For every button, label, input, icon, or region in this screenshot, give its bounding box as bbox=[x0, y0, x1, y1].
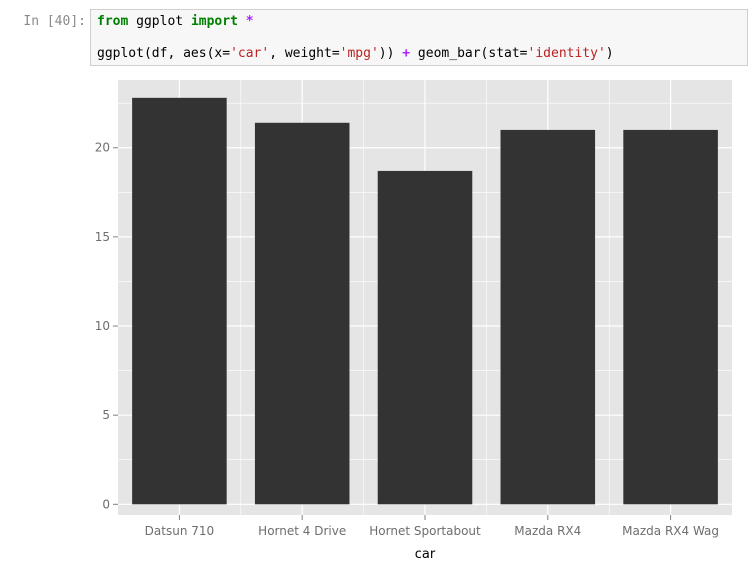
code-part-5: ) bbox=[605, 46, 614, 61]
x-tick-label: Mazda RX4 bbox=[514, 524, 581, 538]
code-input-cell[interactable]: from ggplot import * ggplot(df, aes(x='c… bbox=[90, 9, 748, 66]
y-tick-label: 5 bbox=[102, 408, 110, 422]
x-tick-label: Datsun 710 bbox=[145, 524, 214, 538]
code-line-2: ggplot(df, aes(x='car', weight='mpg')) +… bbox=[97, 46, 614, 61]
x-tick-label: Mazda RX4 Wag bbox=[622, 524, 719, 538]
wildcard-operator: * bbox=[245, 14, 254, 29]
keyword-from: from bbox=[97, 14, 129, 29]
cell-prompt: In [40]: bbox=[23, 14, 86, 29]
y-tick-label: 15 bbox=[95, 230, 110, 244]
bar-chart: 0 5 10 15 20 Datsun 710 Hornet 4 Drive Hornet … bbox=[95, 80, 732, 562]
code-part-3: )) bbox=[378, 46, 403, 61]
code-space bbox=[238, 14, 246, 29]
bar bbox=[377, 170, 473, 505]
x-tick-label: Hornet Sportabout bbox=[369, 524, 481, 538]
bar bbox=[132, 97, 227, 505]
code-part-2: , weight= bbox=[269, 46, 340, 61]
x-axis: Datsun 710 Hornet 4 Drive Hornet Sportabou… bbox=[145, 515, 719, 538]
code-part-1: ggplot(df, aes(x= bbox=[97, 46, 231, 61]
string-mpg: 'mpg' bbox=[339, 46, 379, 61]
y-axis: 0 5 10 15 20 bbox=[95, 141, 118, 511]
module-name: ggplot bbox=[128, 14, 191, 29]
string-identity: 'identity' bbox=[527, 46, 606, 61]
code-part-4: geom_bar(stat= bbox=[410, 46, 528, 61]
bar bbox=[623, 129, 718, 505]
bar bbox=[500, 129, 596, 505]
string-car: 'car' bbox=[230, 46, 270, 61]
y-tick-label: 20 bbox=[95, 141, 110, 155]
y-tick-label: 10 bbox=[95, 319, 110, 333]
bar bbox=[254, 122, 350, 505]
keyword-import: import bbox=[190, 14, 238, 29]
y-tick-label: 0 bbox=[102, 497, 110, 511]
code-line-1: from ggplot import * bbox=[97, 14, 254, 29]
x-axis-label: car bbox=[415, 547, 436, 562]
cell-output: 0 5 10 15 20 Datsun 710 Hornet 4 Drive Hornet … bbox=[0, 72, 750, 572]
bars bbox=[132, 97, 718, 505]
plus-operator: + bbox=[402, 46, 411, 61]
x-tick-label: Hornet 4 Drive bbox=[258, 524, 346, 538]
